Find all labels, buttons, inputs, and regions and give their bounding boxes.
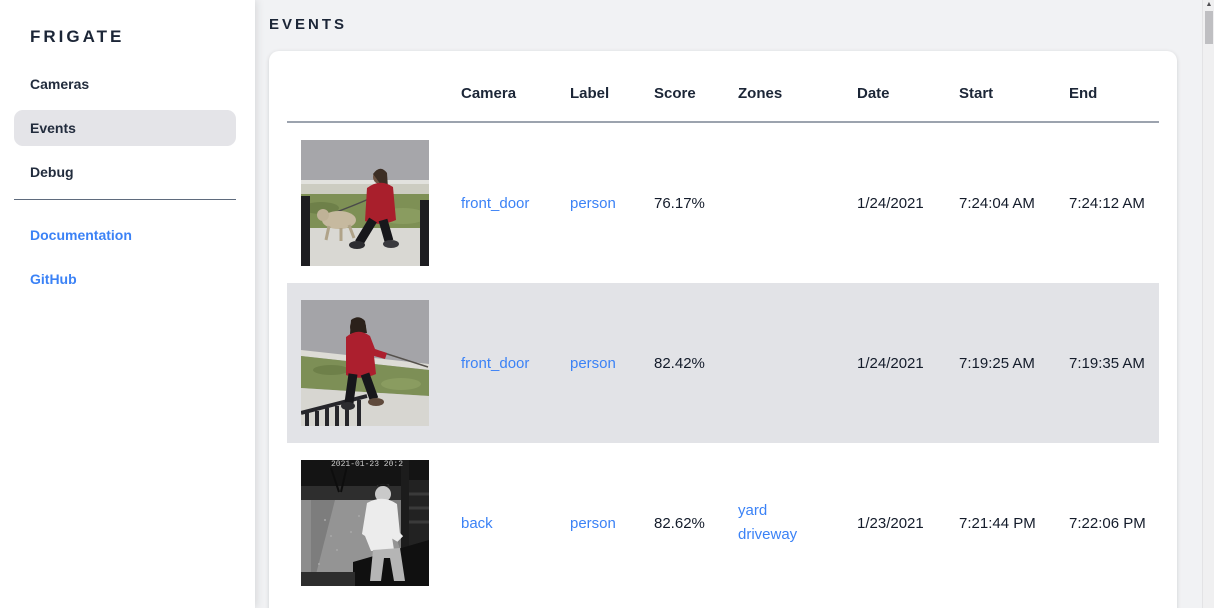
vertical-scrollbar[interactable]: ▲ — [1202, 0, 1214, 608]
label-link[interactable]: person — [570, 514, 616, 532]
score-cell: 82.62% — [654, 514, 705, 532]
zone-link[interactable]: driveway — [738, 526, 798, 543]
column-header-label: Label — [570, 84, 610, 102]
table-row[interactable]: front_door person 76.17% 1/24/2021 7:24:… — [287, 123, 1159, 283]
label-cell: person — [570, 355, 654, 372]
sidebar-item-cameras[interactable]: Cameras — [14, 66, 236, 102]
table-row-selected[interactable]: front_door person 82.42% 1/24/2021 7:19:… — [287, 283, 1159, 443]
sidebar-item-label: Events — [30, 120, 76, 136]
scrollbar-thumb[interactable] — [1205, 11, 1213, 44]
column-header-zones: Zones — [738, 84, 783, 102]
thumbnail-cell — [287, 140, 461, 266]
camera-cell: back — [461, 515, 570, 532]
start-cell: 7:21:44 PM — [959, 514, 1036, 532]
start-cell: 7:19:25 AM — [959, 354, 1035, 372]
main-content: EVENTS Camera Label Score Zones Date Sta… — [255, 0, 1214, 608]
event-thumbnail[interactable] — [301, 300, 429, 426]
camera-cell: front_door — [461, 355, 570, 372]
events-table-header: Camera Label Score Zones Date Start End — [287, 51, 1159, 123]
column-header-start: Start — [959, 84, 994, 102]
event-thumbnail[interactable]: 2021-01-23 20:2 — [301, 460, 429, 586]
start-cell: 7:24:04 AM — [959, 194, 1035, 212]
label-cell: person — [570, 515, 654, 532]
column-header-thumbnail — [287, 79, 461, 93]
column-header-score: Score — [654, 84, 696, 102]
table-row[interactable]: 2021-01-23 20:2 back person 82.62% yard … — [287, 443, 1159, 603]
zone-link[interactable]: yard — [738, 502, 768, 519]
sidebar: FRIGATE Cameras Events Debug Documentati… — [0, 0, 255, 608]
sidebar-link-label: GitHub — [30, 271, 77, 287]
camera-link[interactable]: back — [461, 514, 493, 532]
sidebar-item-label: Debug — [30, 164, 74, 180]
sidebar-nav: Cameras Events Debug Documentation GitHu… — [0, 66, 255, 297]
end-cell: 7:22:06 PM — [1069, 514, 1146, 532]
date-cell: 1/23/2021 — [857, 514, 924, 532]
label-link[interactable]: person — [570, 354, 616, 372]
event-thumbnail[interactable] — [301, 140, 429, 266]
thumbnail-cell: 2021-01-23 20:2 — [287, 460, 461, 586]
thumbnail-timestamp-overlay: 2021-01-23 20:2 — [331, 460, 403, 469]
zones-cell: yard driveway — [738, 499, 857, 547]
sidebar-link-github[interactable]: GitHub — [14, 261, 236, 297]
date-cell: 1/24/2021 — [857, 194, 924, 212]
sidebar-item-label: Cameras — [30, 76, 90, 92]
column-header-camera: Camera — [461, 84, 517, 102]
column-header-date: Date — [857, 84, 890, 102]
end-cell: 7:19:35 AM — [1069, 354, 1145, 372]
score-cell: 82.42% — [654, 354, 705, 372]
thumbnail-cell — [287, 300, 461, 426]
score-cell: 76.17% — [654, 194, 705, 212]
camera-cell: front_door — [461, 195, 570, 212]
date-cell: 1/24/2021 — [857, 354, 924, 372]
sidebar-link-documentation[interactable]: Documentation — [14, 217, 236, 253]
events-card: Camera Label Score Zones Date Start End — [269, 51, 1177, 608]
camera-link[interactable]: front_door — [461, 354, 530, 372]
label-link[interactable]: person — [570, 194, 616, 212]
page-title: EVENTS — [269, 16, 348, 33]
thumbnail-image-person-night-ir: 2021-01-23 20:2 — [301, 460, 429, 586]
sidebar-divider — [14, 199, 236, 200]
thumbnail-image-person-hoodie-day — [301, 300, 429, 426]
scrollbar-up-icon[interactable]: ▲ — [1205, 1, 1213, 8]
column-header-end: End — [1069, 84, 1098, 102]
thumbnail-image-person-dog-day — [301, 140, 429, 266]
camera-link[interactable]: front_door — [461, 194, 530, 212]
sidebar-item-events[interactable]: Events — [14, 110, 236, 146]
app-logo[interactable]: FRIGATE — [30, 27, 125, 46]
end-cell: 7:24:12 AM — [1069, 194, 1145, 212]
label-cell: person — [570, 195, 654, 212]
sidebar-item-debug[interactable]: Debug — [14, 154, 236, 190]
sidebar-link-label: Documentation — [30, 227, 132, 243]
